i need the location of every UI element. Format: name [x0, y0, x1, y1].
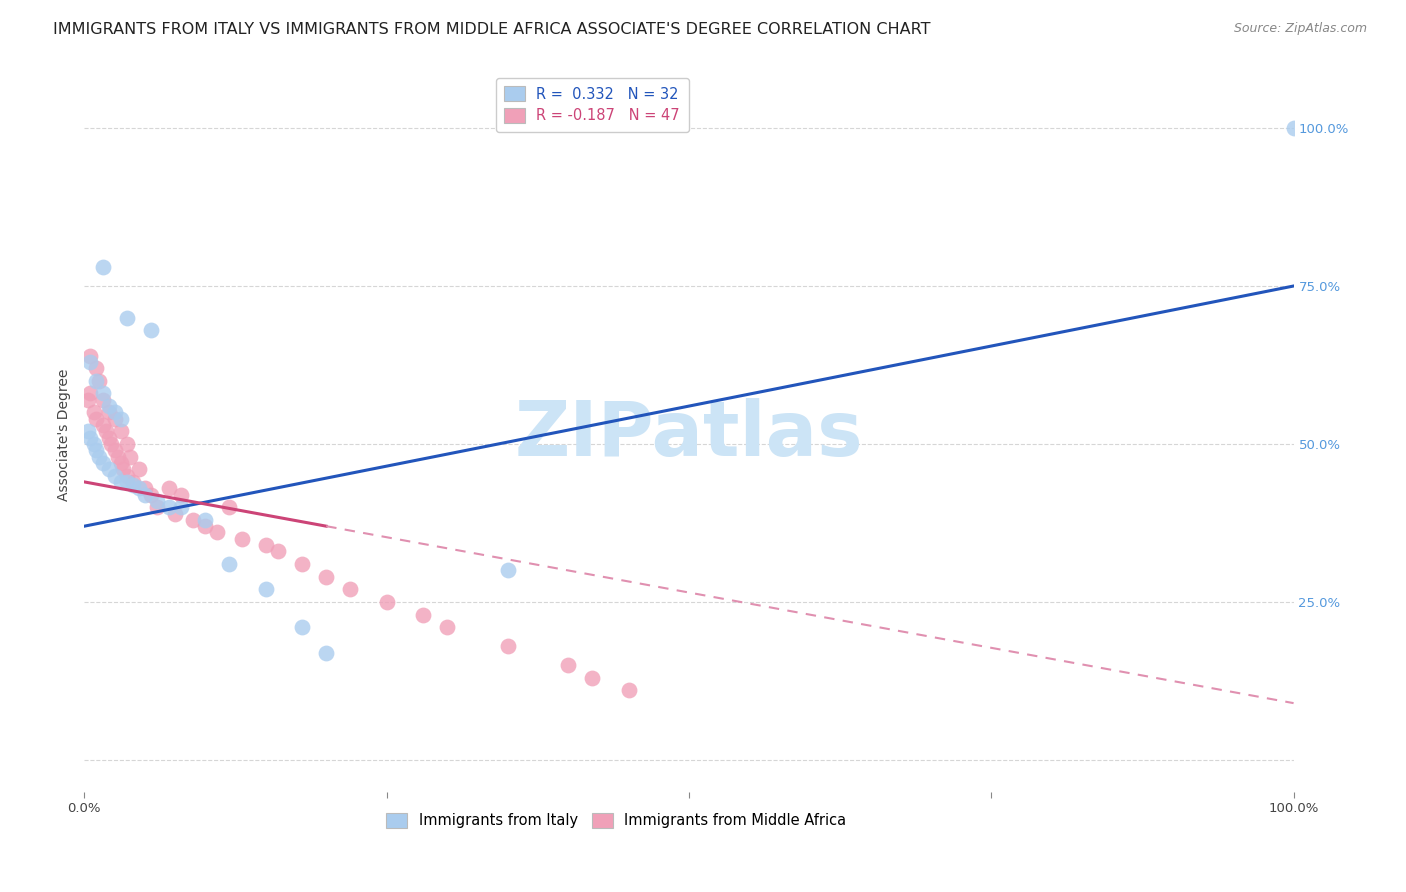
Point — [581, 671, 603, 685]
Point — [83, 405, 105, 419]
Point — [134, 481, 156, 495]
Point — [128, 462, 150, 476]
Point — [91, 386, 114, 401]
Point — [496, 639, 519, 653]
Point — [557, 658, 579, 673]
Point — [157, 500, 180, 515]
Y-axis label: Associate's Degree: Associate's Degree — [58, 368, 72, 500]
Point — [267, 544, 290, 558]
Point — [115, 468, 138, 483]
Point — [86, 411, 108, 425]
Point — [110, 425, 132, 439]
Point — [496, 563, 519, 577]
Point — [207, 525, 229, 540]
Point — [315, 646, 337, 660]
Point — [115, 475, 138, 489]
Point — [83, 437, 105, 451]
Point — [254, 538, 277, 552]
Point — [86, 361, 108, 376]
Point — [146, 494, 169, 508]
Point — [91, 418, 114, 433]
Point — [97, 399, 120, 413]
Point — [412, 607, 434, 622]
Point — [436, 620, 458, 634]
Text: IMMIGRANTS FROM ITALY VS IMMIGRANTS FROM MIDDLE AFRICA ASSOCIATE'S DEGREE CORREL: IMMIGRANTS FROM ITALY VS IMMIGRANTS FROM… — [53, 22, 931, 37]
Point — [291, 620, 314, 634]
Text: Source: ZipAtlas.com: Source: ZipAtlas.com — [1233, 22, 1367, 36]
Point — [77, 392, 100, 407]
Point — [97, 405, 120, 419]
Point — [110, 475, 132, 489]
Point — [110, 456, 132, 470]
Point — [77, 425, 100, 439]
Point — [170, 500, 193, 515]
Point — [94, 425, 117, 439]
Point — [218, 500, 240, 515]
Point — [104, 443, 127, 458]
Point — [110, 411, 132, 425]
Point — [104, 405, 127, 419]
Point — [617, 683, 640, 698]
Point — [194, 513, 217, 527]
Point — [107, 450, 129, 464]
Point — [139, 487, 162, 501]
Point — [97, 462, 120, 476]
Point — [79, 355, 101, 369]
Text: ZIPatlas: ZIPatlas — [515, 398, 863, 472]
Point — [315, 570, 337, 584]
Point — [104, 411, 127, 425]
Point — [181, 513, 204, 527]
Point — [157, 481, 180, 495]
Point — [139, 323, 162, 337]
Point — [79, 349, 101, 363]
Point — [91, 456, 114, 470]
Point — [115, 310, 138, 325]
Point — [87, 450, 110, 464]
Point — [128, 481, 150, 495]
Point — [1282, 120, 1305, 135]
Point — [170, 487, 193, 501]
Legend: Immigrants from Italy, Immigrants from Middle Africa: Immigrants from Italy, Immigrants from M… — [381, 807, 852, 834]
Point — [375, 595, 398, 609]
Point — [79, 386, 101, 401]
Point — [97, 431, 120, 445]
Point — [100, 437, 122, 451]
Point — [121, 478, 143, 492]
Point — [218, 557, 240, 571]
Point — [121, 475, 143, 489]
Point — [231, 532, 253, 546]
Point — [291, 557, 314, 571]
Point — [91, 392, 114, 407]
Point — [91, 260, 114, 274]
Point — [104, 468, 127, 483]
Point — [120, 450, 142, 464]
Point — [112, 462, 135, 476]
Point — [165, 507, 187, 521]
Point — [115, 437, 138, 451]
Point — [79, 431, 101, 445]
Point — [339, 582, 361, 597]
Point — [134, 487, 156, 501]
Point — [254, 582, 277, 597]
Point — [86, 374, 108, 388]
Point — [87, 374, 110, 388]
Point — [194, 519, 217, 533]
Point — [86, 443, 108, 458]
Point — [146, 500, 169, 515]
